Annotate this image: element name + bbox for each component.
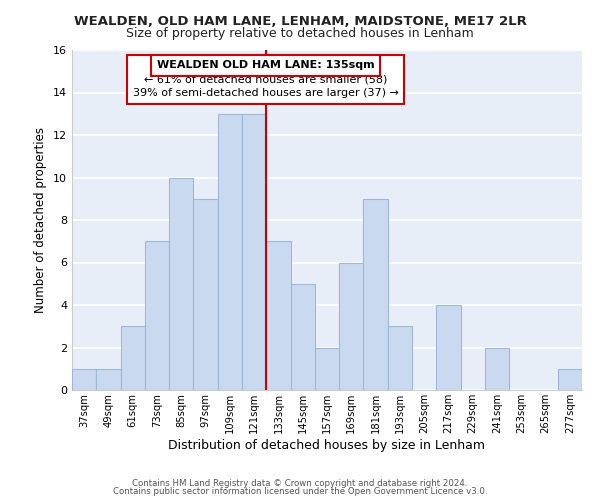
Bar [558, 369, 582, 390]
Text: Size of property relative to detached houses in Lenham: Size of property relative to detached ho… [126, 28, 474, 40]
Bar [315, 348, 339, 390]
X-axis label: Distribution of detached houses by size in Lenham: Distribution of detached houses by size … [169, 438, 485, 452]
Bar [242, 114, 266, 390]
Bar [121, 326, 145, 390]
Bar [364, 198, 388, 390]
Bar [96, 369, 121, 390]
Text: WEALDEN, OLD HAM LANE, LENHAM, MAIDSTONE, ME17 2LR: WEALDEN, OLD HAM LANE, LENHAM, MAIDSTONE… [74, 15, 526, 28]
Bar [485, 348, 509, 390]
Bar [339, 262, 364, 390]
Bar [193, 198, 218, 390]
Bar [436, 305, 461, 390]
Bar [72, 369, 96, 390]
Text: Contains public sector information licensed under the Open Government Licence v3: Contains public sector information licen… [113, 487, 487, 496]
Text: Contains HM Land Registry data © Crown copyright and database right 2024.: Contains HM Land Registry data © Crown c… [132, 478, 468, 488]
Bar [266, 242, 290, 390]
Bar [388, 326, 412, 390]
Bar [218, 114, 242, 390]
Text: WEALDEN OLD HAM LANE: 135sqm
← 61% of detached houses are smaller (58)
39% of se: WEALDEN OLD HAM LANE: 135sqm ← 61% of de… [133, 60, 399, 98]
Bar [290, 284, 315, 390]
Bar [145, 242, 169, 390]
Bar [169, 178, 193, 390]
Y-axis label: Number of detached properties: Number of detached properties [34, 127, 47, 313]
Text: WEALDEN OLD HAM LANE: 135sqm: WEALDEN OLD HAM LANE: 135sqm [157, 60, 374, 70]
